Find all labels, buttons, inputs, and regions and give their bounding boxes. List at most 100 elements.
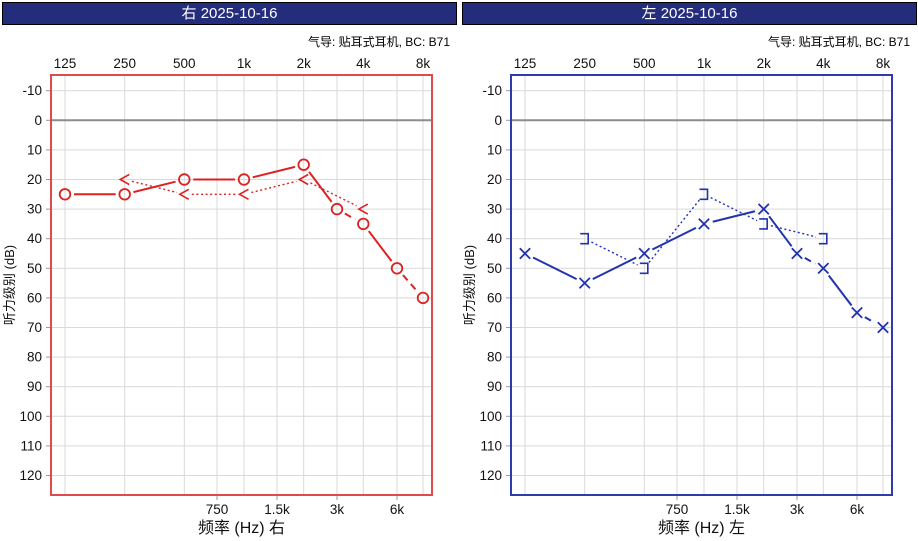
x-tick-label-top: 8k xyxy=(876,56,891,71)
panel-left-transducer-note: 气导: 贴耳式耳机, BC: B71 xyxy=(767,35,910,49)
data-point-marker xyxy=(297,173,309,186)
y-tick-label: 10 xyxy=(27,142,42,157)
plot-border xyxy=(510,74,893,496)
data-point-marker xyxy=(390,262,404,275)
y-tick-label: 80 xyxy=(27,350,42,365)
y-tick-label: -10 xyxy=(482,83,502,98)
data-point-marker xyxy=(118,188,131,201)
y-tick-label: 110 xyxy=(480,438,502,453)
y-tick-label: 70 xyxy=(487,320,502,335)
data-point-marker xyxy=(757,203,770,215)
y-tick-label: 60 xyxy=(487,290,502,305)
y-tick-label: 60 xyxy=(27,290,42,305)
bone-conduction-right-curve xyxy=(118,173,369,215)
data-point-marker xyxy=(330,202,344,216)
x-tick-label-top: 500 xyxy=(633,56,656,71)
data-point-marker xyxy=(237,188,249,200)
data-point-marker xyxy=(699,188,709,201)
data-point-marker xyxy=(297,158,310,171)
axis-ticks xyxy=(46,90,398,500)
y-tick-label: 90 xyxy=(27,379,42,394)
y-tick-label: 50 xyxy=(27,261,42,276)
x-tick-label-bottom: 750 xyxy=(206,502,229,517)
axis-ticks xyxy=(506,90,858,500)
grid xyxy=(511,75,892,495)
y-tick-label: 110 xyxy=(20,438,42,453)
x-tick-label-bottom: 3k xyxy=(790,502,805,517)
x-tick-label-top: 2k xyxy=(757,56,772,71)
x-axis-title: 频率 (Hz) 右 xyxy=(198,519,285,537)
y-axis-title: 听力级别 (dB) xyxy=(2,245,17,325)
x-tick-label-bottom: 6k xyxy=(390,502,405,517)
data-point-marker xyxy=(357,203,369,215)
y-tick-label: 40 xyxy=(487,231,502,246)
x-tick-label-top: 1k xyxy=(237,56,252,71)
x-tick-label-bottom: 750 xyxy=(666,502,689,517)
y-tick-label: 120 xyxy=(479,468,502,483)
x-axis-title: 频率 (Hz) 左 xyxy=(658,519,745,537)
plot-border xyxy=(50,74,433,496)
data-point-marker xyxy=(178,188,190,200)
y-tick-label: 40 xyxy=(27,231,42,246)
data-point-marker xyxy=(357,217,370,231)
x-tick-label-bottom: 1.5k xyxy=(264,502,290,517)
y-tick-label: 10 xyxy=(487,142,502,157)
data-point-marker xyxy=(877,321,889,334)
y-axis-title: 听力级别 (dB) xyxy=(462,245,477,325)
panel-right-transducer-note: 气导: 贴耳式耳机, BC: B71 xyxy=(307,35,450,49)
y-tick-label: 0 xyxy=(494,113,502,128)
data-point-marker xyxy=(118,173,130,186)
data-point-marker xyxy=(818,232,828,245)
y-tick-label: 100 xyxy=(19,409,42,424)
bone-conduction-left-curve xyxy=(580,188,828,275)
y-tick-label: 90 xyxy=(487,379,502,394)
audiogram-chart-left: 125 250 500 1k 2k 4k 8k 750 1.5k 3k 6k -10 0 10 20 30 40… xyxy=(462,56,893,537)
y-tick-label: 30 xyxy=(27,202,42,217)
x-tick-label-top: 1k xyxy=(697,56,712,71)
y-tick-label: 50 xyxy=(487,261,502,276)
air-conduction-right-curve xyxy=(58,158,430,305)
data-point-marker xyxy=(639,262,649,275)
data-point-marker xyxy=(580,232,589,245)
audiogram-chart-right: 125 250 500 1k 2k 4k 8k 750 1.5k 3k 6k -10 0 10 20 30 40… xyxy=(2,56,433,537)
x-tick-label-top: 125 xyxy=(514,56,537,71)
grid xyxy=(51,75,432,495)
x-tick-label-top: 4k xyxy=(356,56,371,71)
x-tick-label-top: 2k xyxy=(297,56,312,71)
panel-right-header: 右 2025-10-16 xyxy=(2,2,457,25)
y-tick-label: 0 xyxy=(34,113,42,128)
data-point-marker xyxy=(759,218,768,230)
y-tick-label: 70 xyxy=(27,320,42,335)
x-tick-label-top: 250 xyxy=(113,56,136,71)
x-tick-label-bottom: 6k xyxy=(850,502,865,517)
data-point-marker xyxy=(791,247,803,260)
x-tick-label-top: 4k xyxy=(816,56,831,71)
y-tick-label: 20 xyxy=(487,172,502,187)
panel-left-ear: 左 2025-10-16 气导: 贴耳式耳机, BC: B71 125 250 50… xyxy=(462,0,917,541)
data-point-marker xyxy=(178,173,191,186)
x-tick-label-top: 125 xyxy=(54,56,77,71)
y-tick-label: 120 xyxy=(19,468,42,483)
panel-left-header: 左 2025-10-16 xyxy=(462,2,917,25)
data-point-marker xyxy=(698,218,710,230)
y-tick-label: 100 xyxy=(479,409,502,424)
data-point-marker xyxy=(851,306,863,319)
data-point-marker xyxy=(237,173,251,186)
data-point-marker xyxy=(519,247,531,260)
x-tick-label-top: 250 xyxy=(573,56,596,71)
x-tick-label-bottom: 1.5k xyxy=(724,502,750,517)
x-tick-label-top: 8k xyxy=(416,56,431,71)
y-tick-label: 20 xyxy=(27,172,42,187)
data-point-marker xyxy=(817,262,830,275)
data-point-marker xyxy=(578,277,591,289)
panel-right-ear: 右 2025-10-16 气导: 贴耳式耳机, BC: B71 125 250 50… xyxy=(2,0,457,541)
data-point-marker xyxy=(638,247,651,260)
y-tick-label: 80 xyxy=(487,350,502,365)
data-point-marker xyxy=(416,291,430,305)
air-conduction-left-curve xyxy=(519,203,889,334)
y-tick-label: 30 xyxy=(487,202,502,217)
data-point-marker xyxy=(58,188,72,201)
x-tick-label-bottom: 3k xyxy=(330,502,345,517)
x-tick-label-top: 500 xyxy=(173,56,196,71)
